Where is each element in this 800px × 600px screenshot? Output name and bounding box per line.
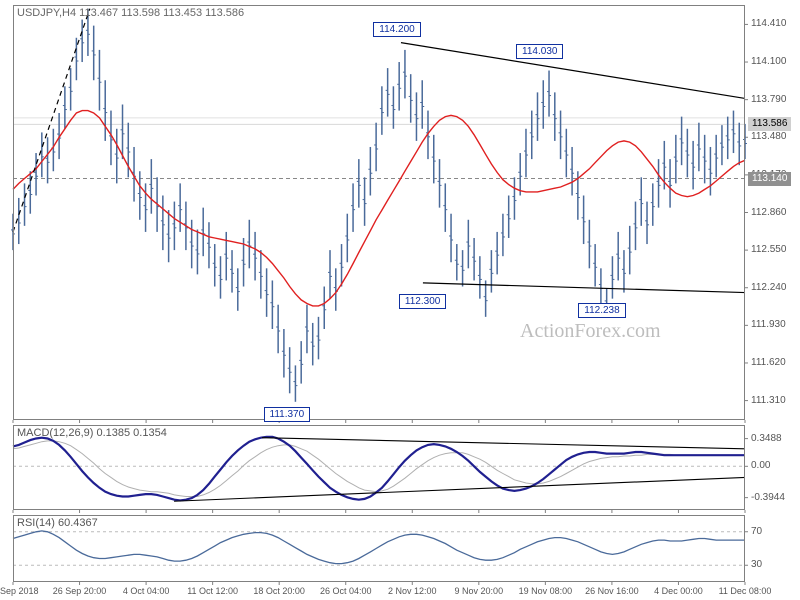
x-axis-label: 26 Oct 04:00: [320, 586, 372, 596]
price-annotation: 114.030: [516, 44, 563, 59]
price-annotation: 112.300: [399, 294, 446, 309]
x-axis-label: 26 Nov 16:00: [585, 586, 639, 596]
x-axis-label: 19 Sep 2018: [0, 586, 39, 596]
x-axis-label: 19 Nov 08:00: [519, 586, 573, 596]
price-annotation: 114.200: [373, 22, 420, 37]
x-axis-label: 2 Nov 12:00: [388, 586, 437, 596]
level-price-tag: 113.140: [748, 172, 791, 186]
current-price-tag: 113.586: [748, 117, 791, 131]
x-axis-label: 11 Oct 12:00: [187, 586, 238, 596]
price-annotation: 112.238: [578, 303, 625, 318]
x-axis-label: 9 Nov 20:00: [455, 586, 504, 596]
rsi-title: RSI(14) 60.4367: [17, 517, 98, 529]
x-axis-label: 18 Oct 20:00: [253, 586, 305, 596]
x-axis-label: 26 Sep 20:00: [53, 586, 107, 596]
x-axis-label: 4 Dec 00:00: [654, 586, 703, 596]
forex-chart: 111.310111.620111.930112.240112.550112.8…: [0, 0, 800, 600]
macd-title: MACD(12,26,9) 0.1385 0.1354: [17, 427, 167, 439]
x-axis-label: 11 Dec 08:00: [719, 586, 772, 596]
price-annotation: 111.370: [264, 407, 311, 422]
watermark: ActionForex.com: [520, 320, 661, 343]
chart-title: USDJPY,H4 113.467 113.598 113.453 113.58…: [17, 7, 244, 19]
x-axis-label: 4 Oct 04:00: [123, 586, 170, 596]
